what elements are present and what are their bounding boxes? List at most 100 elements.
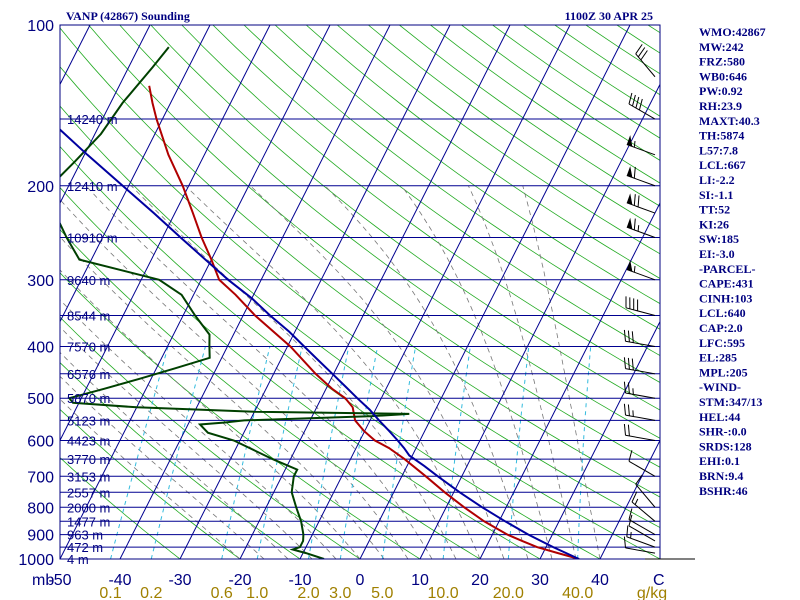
sounding-index: MAXT:40.3 bbox=[699, 114, 760, 128]
wind-barb bbox=[623, 536, 656, 554]
sounding-index: BRN:9.4 bbox=[699, 469, 743, 483]
sounding-index: SHR-:0.0 bbox=[699, 425, 747, 439]
pressure-tick-label: 800 bbox=[27, 500, 54, 517]
sounding-index: LI:-2.2 bbox=[699, 173, 735, 187]
sounding-index: EHI:0.1 bbox=[699, 454, 740, 468]
height-label: 4 m bbox=[67, 552, 89, 567]
wind-barb bbox=[626, 525, 656, 548]
height-label: 2000 m bbox=[67, 500, 110, 515]
sounding-index: FRZ:580 bbox=[699, 55, 745, 69]
mixing-ratio-tick-label: 5.0 bbox=[371, 585, 393, 600]
wind-barb bbox=[623, 329, 656, 347]
wind-barb bbox=[626, 260, 656, 281]
pressure-tick-label: 600 bbox=[27, 434, 54, 451]
sounding-index: WMO:42867 bbox=[699, 25, 766, 39]
isotherm-line bbox=[119, 25, 391, 559]
temperature-tick-label: -10 bbox=[288, 572, 311, 589]
wind-barb bbox=[631, 491, 656, 522]
sounding-index: -PARCEL- bbox=[699, 262, 755, 276]
wind-barb bbox=[623, 357, 656, 375]
isotherm-line bbox=[479, 201, 660, 559]
height-label: 963 m bbox=[67, 528, 103, 543]
isotherm-line bbox=[299, 25, 571, 559]
temperature-tick-label: -50 bbox=[48, 572, 71, 589]
temperature-tick-label: 40 bbox=[591, 572, 609, 589]
pressure-tick-label: 900 bbox=[27, 528, 54, 545]
sounding-index: SRDS:128 bbox=[699, 439, 752, 453]
dry-adiabat bbox=[119, 25, 660, 439]
sounding-index: KI:26 bbox=[699, 217, 729, 231]
dry-adiabat bbox=[150, 25, 660, 411]
wind-barb bbox=[623, 381, 656, 399]
height-label: 6576 m bbox=[67, 367, 110, 382]
wind-barb bbox=[625, 296, 656, 317]
wind-barb bbox=[626, 217, 656, 238]
sounding-index: EI:-3.0 bbox=[699, 247, 735, 261]
height-label: 1477 m bbox=[67, 514, 110, 529]
mixing-ratio-tick-label: 0.2 bbox=[140, 585, 162, 600]
height-label: 5870 m bbox=[67, 391, 110, 406]
height-label: 9640 m bbox=[67, 273, 110, 288]
sounding-profiles bbox=[60, 46, 580, 559]
wind-barb bbox=[628, 450, 656, 477]
dry-adiabat bbox=[60, 272, 421, 559]
dry-adiabat bbox=[212, 25, 660, 357]
sounding-index: RH:23.9 bbox=[699, 99, 742, 113]
mixing-ratio-tick-label: 1.0 bbox=[246, 585, 268, 600]
dry-adiabat bbox=[336, 25, 660, 255]
sounding-index: MW:242 bbox=[699, 40, 744, 54]
wind-barb bbox=[623, 423, 656, 442]
temperature-tick-label: -20 bbox=[228, 572, 251, 589]
height-label: 2557 m bbox=[67, 485, 110, 500]
sounding-indices-panel: WMO:42867MW:242FRZ:580WB0:646PW:0.92RH:2… bbox=[699, 25, 766, 498]
sounding-index: SW:185 bbox=[699, 232, 739, 246]
sounding-index: HEL:44 bbox=[699, 410, 740, 424]
temperature-tick-label: -30 bbox=[168, 572, 191, 589]
temperature-tick-label: 0 bbox=[356, 572, 365, 589]
sounding-index: CAPE:431 bbox=[699, 277, 754, 291]
dry-adiabat bbox=[181, 25, 660, 383]
dry-adiabat bbox=[60, 229, 481, 559]
mixing-ratio-tick-label: 0.6 bbox=[211, 585, 233, 600]
sounding-index: SI:-1.1 bbox=[699, 188, 733, 202]
dry-adiabat bbox=[88, 25, 660, 468]
mixing-ratio-tick-label: g/kg bbox=[637, 585, 667, 600]
sounding-index: BSHR:46 bbox=[699, 484, 748, 498]
moist-adiabat bbox=[60, 236, 385, 559]
temperature-tick-labels: -50 -40 -30 -20 -10 0 10 20 30 40 bbox=[48, 572, 609, 589]
temperature-line bbox=[148, 85, 580, 559]
temperature-tick-label: -40 bbox=[108, 572, 131, 589]
sounding-index: L57:7.8 bbox=[699, 143, 738, 157]
temperature-tick-label: 30 bbox=[531, 572, 549, 589]
sounding-index: TH:5874 bbox=[699, 129, 744, 143]
dewpoint-line bbox=[60, 46, 410, 559]
temperature-tick-label: 10 bbox=[411, 572, 429, 589]
wind-barb bbox=[628, 508, 656, 535]
isotherm-line bbox=[60, 25, 331, 559]
dry-adiabat bbox=[60, 105, 660, 559]
sounding-index: CINH:103 bbox=[699, 291, 752, 305]
pressure-tick-label: 400 bbox=[27, 340, 54, 357]
wind-barb bbox=[623, 403, 656, 421]
dry-adiabat bbox=[274, 25, 660, 305]
height-label: 3153 m bbox=[67, 469, 110, 484]
mixing-ratio-tick-label: 10.0 bbox=[428, 585, 459, 600]
moist-adiabat bbox=[60, 351, 289, 559]
moist-adiabat bbox=[60, 375, 265, 559]
pressure-unit-label: mb bbox=[32, 572, 54, 589]
sounding-index: MPL:205 bbox=[699, 365, 748, 379]
sounding-index: LCL:667 bbox=[699, 158, 746, 172]
observation-time: 1100Z 30 APR 25 bbox=[565, 9, 653, 23]
mixing-ratio-tick-label: 40.0 bbox=[562, 585, 593, 600]
dry-adiabat bbox=[60, 408, 241, 559]
isotherm-line bbox=[60, 25, 271, 442]
isotherm-line bbox=[539, 320, 660, 559]
isotherms bbox=[60, 25, 660, 559]
wind-barb bbox=[635, 44, 656, 78]
height-label: 472 m bbox=[67, 540, 103, 555]
isotherm-line bbox=[239, 25, 511, 559]
pressure-tick-label: 100 bbox=[27, 18, 54, 35]
temperature-unit-label: C bbox=[653, 572, 665, 589]
pressure-tick-label: 700 bbox=[27, 469, 54, 486]
height-label: 4423 m bbox=[67, 434, 110, 449]
